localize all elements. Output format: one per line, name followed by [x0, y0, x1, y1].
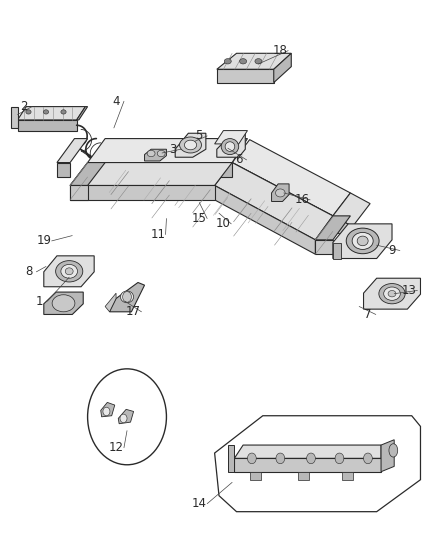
Ellipse shape: [52, 295, 75, 312]
Polygon shape: [217, 69, 274, 83]
Text: 17: 17: [126, 305, 141, 318]
Polygon shape: [44, 256, 94, 287]
Polygon shape: [217, 133, 245, 157]
Polygon shape: [118, 409, 134, 424]
Circle shape: [103, 407, 110, 416]
Polygon shape: [57, 163, 70, 177]
Text: 13: 13: [402, 284, 417, 297]
Text: 19: 19: [36, 235, 51, 247]
Polygon shape: [333, 243, 341, 259]
Polygon shape: [228, 445, 234, 472]
Polygon shape: [333, 193, 370, 227]
Ellipse shape: [157, 150, 165, 157]
Polygon shape: [234, 445, 381, 458]
Ellipse shape: [61, 110, 66, 114]
Ellipse shape: [65, 268, 73, 275]
Circle shape: [120, 414, 127, 423]
Text: 18: 18: [273, 44, 288, 57]
Polygon shape: [18, 107, 85, 120]
Polygon shape: [18, 120, 77, 131]
Circle shape: [123, 292, 131, 302]
Ellipse shape: [357, 236, 368, 246]
Ellipse shape: [225, 142, 235, 151]
Ellipse shape: [388, 290, 396, 297]
Ellipse shape: [346, 228, 379, 254]
Polygon shape: [77, 107, 88, 120]
Polygon shape: [215, 131, 247, 144]
Polygon shape: [101, 402, 115, 417]
Ellipse shape: [26, 110, 31, 114]
Polygon shape: [217, 53, 291, 69]
Text: 2: 2: [20, 100, 28, 113]
Polygon shape: [70, 163, 232, 185]
Polygon shape: [44, 292, 83, 314]
Text: 1: 1: [35, 295, 43, 308]
Polygon shape: [145, 149, 166, 161]
Polygon shape: [110, 282, 145, 312]
Circle shape: [88, 369, 166, 465]
Ellipse shape: [255, 59, 262, 64]
Polygon shape: [215, 185, 315, 254]
Polygon shape: [342, 472, 353, 480]
Text: 8: 8: [25, 265, 32, 278]
Polygon shape: [88, 163, 232, 177]
Ellipse shape: [180, 137, 201, 153]
Text: 7: 7: [364, 308, 372, 321]
Polygon shape: [333, 224, 392, 259]
Text: 3: 3: [170, 143, 177, 156]
Ellipse shape: [389, 443, 398, 457]
Ellipse shape: [379, 284, 405, 304]
Text: 12: 12: [109, 441, 124, 454]
Ellipse shape: [240, 59, 247, 64]
Polygon shape: [232, 140, 350, 216]
Text: 9: 9: [388, 244, 396, 257]
Circle shape: [247, 453, 256, 464]
Text: 6: 6: [235, 154, 243, 166]
Ellipse shape: [276, 189, 285, 197]
Polygon shape: [88, 139, 247, 163]
Ellipse shape: [120, 291, 134, 303]
Text: 5: 5: [196, 130, 203, 142]
Polygon shape: [70, 185, 88, 200]
Text: 16: 16: [295, 193, 310, 206]
Polygon shape: [105, 293, 116, 312]
Polygon shape: [234, 458, 381, 472]
Polygon shape: [11, 107, 18, 128]
Text: 14: 14: [192, 497, 207, 510]
Ellipse shape: [61, 264, 78, 278]
Circle shape: [364, 453, 372, 464]
Ellipse shape: [43, 110, 49, 114]
Polygon shape: [232, 163, 333, 230]
Ellipse shape: [56, 261, 83, 282]
Circle shape: [276, 453, 285, 464]
Ellipse shape: [224, 59, 231, 64]
Ellipse shape: [147, 150, 155, 157]
Text: 15: 15: [192, 212, 207, 225]
Polygon shape: [333, 216, 353, 241]
Polygon shape: [250, 472, 261, 480]
Polygon shape: [315, 216, 350, 240]
Polygon shape: [298, 472, 309, 480]
Polygon shape: [70, 185, 215, 200]
Circle shape: [335, 453, 344, 464]
Polygon shape: [381, 440, 394, 472]
Circle shape: [307, 453, 315, 464]
Ellipse shape: [184, 140, 197, 150]
Polygon shape: [70, 163, 105, 185]
Polygon shape: [215, 416, 420, 512]
Polygon shape: [175, 133, 206, 157]
Text: 11: 11: [150, 228, 165, 241]
Polygon shape: [215, 163, 333, 240]
Polygon shape: [274, 53, 291, 83]
Polygon shape: [315, 240, 333, 254]
Polygon shape: [272, 184, 289, 201]
Ellipse shape: [384, 287, 400, 301]
Polygon shape: [364, 278, 420, 309]
Ellipse shape: [221, 139, 239, 155]
Text: 4: 4: [112, 95, 120, 108]
Text: 10: 10: [216, 217, 231, 230]
Polygon shape: [57, 139, 88, 163]
Ellipse shape: [352, 232, 373, 249]
